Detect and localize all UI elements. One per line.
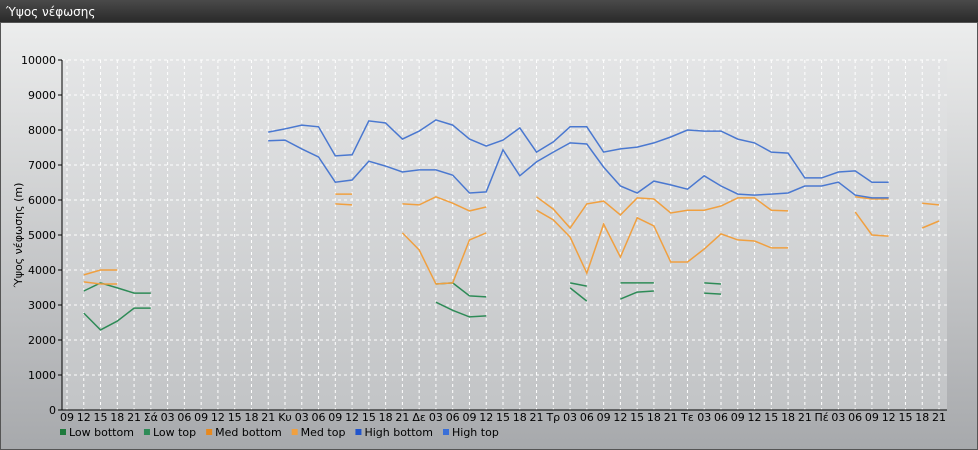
y-axis-title: Ύψος νέφωσης (m) <box>12 183 25 289</box>
x-tick-label: Πέ <box>815 411 829 424</box>
series-line <box>268 119 889 183</box>
y-tick-label: 10000 <box>21 54 56 67</box>
series-line <box>268 139 889 199</box>
x-tick-label: 03 <box>831 411 845 424</box>
y-tick-label: 3000 <box>28 299 56 312</box>
legend-label: High top <box>452 426 499 439</box>
x-tick-label: 12 <box>748 411 762 424</box>
x-tick-label: 21 <box>127 411 141 424</box>
y-tick-label: 7000 <box>28 159 56 172</box>
x-tick-label: 15 <box>630 411 644 424</box>
x-tick-label: 12 <box>77 411 91 424</box>
legend-label: Med bottom <box>215 426 282 439</box>
x-tick-label: 03 <box>697 411 711 424</box>
series-line <box>83 282 722 298</box>
legend-marker <box>60 429 66 435</box>
x-tick-label: 12 <box>613 411 627 424</box>
y-tick-label: 5000 <box>28 229 56 242</box>
x-tick-label: Τρ <box>545 411 560 424</box>
x-tick-label: 15 <box>94 411 108 424</box>
x-tick-label: 09 <box>597 411 611 424</box>
y-tick-label: 0 <box>49 404 56 417</box>
x-tick-label: 09 <box>328 411 342 424</box>
x-tick-label: 09 <box>865 411 879 424</box>
x-tick-label: 03 <box>563 411 577 424</box>
y-tick-label: 1000 <box>28 369 56 382</box>
x-tick-label: 21 <box>261 411 275 424</box>
x-tick-label: 18 <box>244 411 258 424</box>
x-tick-label: Κυ <box>278 411 292 424</box>
y-tick-label: 4000 <box>28 264 56 277</box>
legend-marker <box>291 429 298 435</box>
x-tick-label: 12 <box>211 411 225 424</box>
y-tick-label: 2000 <box>28 334 56 347</box>
legend-marker <box>355 429 362 435</box>
x-tick-label: 06 <box>177 411 191 424</box>
x-tick-label: 09 <box>60 411 74 424</box>
x-tick-label: 12 <box>345 411 359 424</box>
x-tick-label: 03 <box>295 411 309 424</box>
x-tick-label: 21 <box>395 411 409 424</box>
x-tick-label: 18 <box>781 411 795 424</box>
legend-marker <box>143 429 150 435</box>
y-tick-label: 6000 <box>28 194 56 207</box>
legend-label: Low top <box>153 426 196 439</box>
x-tick-label: 03 <box>429 411 443 424</box>
y-tick-label: 8000 <box>28 124 56 137</box>
x-tick-label: 15 <box>228 411 242 424</box>
legend-marker <box>443 429 449 435</box>
x-tick-label: 21 <box>664 411 678 424</box>
title-bar <box>0 0 978 22</box>
x-tick-label: 15 <box>362 411 376 424</box>
x-tick-label: 06 <box>446 411 460 424</box>
x-tick-label: 18 <box>647 411 661 424</box>
x-tick-label: 06 <box>580 411 594 424</box>
x-tick-label: 18 <box>915 411 929 424</box>
y-tick-label: 9000 <box>28 89 56 102</box>
x-tick-label: Σά <box>144 411 158 424</box>
x-tick-label: 06 <box>848 411 862 424</box>
x-tick-label: 03 <box>161 411 175 424</box>
x-tick-label: 12 <box>882 411 896 424</box>
series-line <box>83 193 940 276</box>
x-tick-label: 21 <box>530 411 544 424</box>
plot-area <box>62 60 947 410</box>
series-line <box>83 203 940 285</box>
x-tick-label: Δε <box>412 411 426 424</box>
x-tick-label: 09 <box>731 411 745 424</box>
x-tick-label: 09 <box>194 411 208 424</box>
legend-marker <box>206 429 213 435</box>
window-title: Ύψος νέφωσης <box>5 5 95 19</box>
x-tick-label: 15 <box>898 411 912 424</box>
x-tick-label: 15 <box>764 411 778 424</box>
x-tick-label: Τε <box>680 411 694 424</box>
x-tick-label: 18 <box>379 411 393 424</box>
legend-label: Med top <box>301 426 346 439</box>
x-tick-label: 09 <box>462 411 476 424</box>
x-tick-label: 12 <box>479 411 493 424</box>
legend-label: Low bottom <box>69 426 134 439</box>
series-line <box>83 287 722 331</box>
x-tick-label: 18 <box>110 411 124 424</box>
x-tick-label: 06 <box>714 411 728 424</box>
x-tick-label: 06 <box>312 411 326 424</box>
x-tick-label: 18 <box>513 411 527 424</box>
legend-label: High bottom <box>364 426 433 439</box>
x-tick-label: 15 <box>496 411 510 424</box>
x-tick-label: 21 <box>932 411 946 424</box>
x-tick-label: 21 <box>798 411 812 424</box>
